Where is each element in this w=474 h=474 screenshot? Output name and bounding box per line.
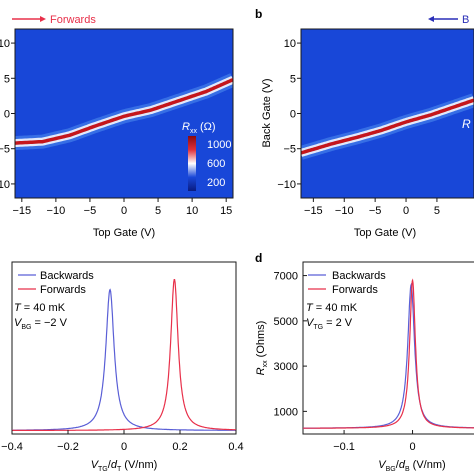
- panel-d-legend: Backwards Forwards: [308, 270, 386, 296]
- x-tick-label: −15: [304, 205, 323, 217]
- panel-c-legend-backwards: Backwards: [40, 270, 94, 282]
- panel-b-ylabel: Back Gate (V): [261, 78, 273, 147]
- series-line-backwards: [12, 288, 236, 431]
- y-tick-label: 5: [4, 73, 10, 85]
- panel-c-lines: [12, 279, 236, 431]
- x-tick-label: 0: [403, 205, 409, 217]
- panel-a-arrow-label: Forwards: [50, 14, 96, 26]
- x-tick-label: −10: [47, 205, 66, 217]
- panel-b-axes: −15 −10 −5 0 5 10 5 0 −5 −10: [277, 28, 474, 217]
- panel-c-annotation-vbg: VBG = −2 V: [14, 317, 68, 331]
- y-tick-label: −5: [283, 144, 296, 156]
- panel-b-inset-text: R: [462, 117, 471, 131]
- ridge-core: [15, 78, 233, 145]
- panel-c-annotation-temp: T = 40 mK: [14, 302, 66, 314]
- y-tick-label: 5000: [274, 316, 298, 328]
- panel-d-letter: d: [255, 251, 262, 265]
- x-tick-label: 0.2: [172, 441, 187, 453]
- panel-b-arrow: B: [428, 14, 469, 26]
- y-tick-label: 10: [284, 38, 296, 50]
- panel-d-annotation-vtg: VTG = 2 V: [306, 317, 353, 331]
- y-tick-label: 0: [290, 109, 296, 121]
- panel-d-annotation-temp: T = 40 mK: [306, 302, 358, 314]
- colorbar-label: Rxx (Ω): [182, 121, 216, 135]
- colorbar: Rxx (Ω) 1000 600 200: [182, 121, 231, 191]
- x-tick-label: 15: [220, 205, 232, 217]
- y-tick-label: −10: [0, 179, 10, 191]
- y-tick-label: 5: [290, 73, 296, 85]
- panel-d: d −0.1 0 7000 5000 3000 1000 Backwards Forwar…: [255, 251, 474, 473]
- y-tick-label: 0: [4, 109, 10, 121]
- x-tick-label: 0.4: [228, 441, 243, 453]
- panel-c-legend: Backwards Forwards: [18, 270, 94, 296]
- panel-c-xlabel: VTG/dT (V/nm): [91, 459, 158, 473]
- series-line-forwards: [303, 278, 474, 429]
- panel-d-lines: [303, 278, 474, 429]
- y-tick-label: −10: [277, 179, 296, 191]
- x-tick-label: 0: [121, 441, 127, 453]
- x-tick-label: 5: [434, 205, 440, 217]
- panel-a: Forwards −15 −10 −5 0 5 10 15 10 5 0 −5 −10 Top Gat…: [0, 14, 234, 239]
- panel-b-arrow-label: B: [462, 14, 469, 26]
- panel-d-legend-forwards: Forwards: [332, 284, 378, 296]
- panel-b: b B R −15 −10 −5 0 5 10 5 0 −5 −10 Top Gate (V) B…: [255, 7, 474, 239]
- panel-a-xlabel: Top Gate (V): [93, 227, 155, 239]
- colorbar-tick-1000: 1000: [207, 139, 231, 151]
- y-tick-label: 10: [0, 38, 10, 50]
- panel-b-ridge: [301, 93, 474, 160]
- panel-d-axes: −0.1 0 7000 5000 3000 1000: [274, 271, 416, 453]
- panel-d-ylabel: Rxx (Ohms): [255, 321, 269, 376]
- panel-d-frame: [302, 261, 474, 435]
- panel-a-axes: −15 −10 −5 0 5 10 15 10 5 0 −5 −10: [0, 28, 234, 217]
- x-tick-label: −5: [84, 205, 97, 217]
- x-tick-label: 5: [155, 205, 161, 217]
- x-tick-label: −10: [335, 205, 354, 217]
- panel-b-xlabel: Top Gate (V): [354, 227, 416, 239]
- panel-a-arrow: Forwards: [12, 14, 96, 26]
- x-tick-label: −0.2: [57, 441, 79, 453]
- panel-b-letter: b: [255, 7, 262, 21]
- x-tick-label: −5: [369, 205, 382, 217]
- x-tick-label: −0.4: [1, 441, 23, 453]
- y-tick-label: 1000: [274, 406, 298, 418]
- x-tick-label: 0: [121, 205, 127, 217]
- y-tick-label: 3000: [274, 361, 298, 373]
- panel-c: −0.4 −0.2 0 0.2 0.4 Backwards Forwards T = 4…: [1, 261, 244, 473]
- series-line-forwards: [12, 279, 236, 431]
- panel-d-legend-backwards: Backwards: [332, 270, 386, 282]
- panel-d-xlabel: VBG/dB (V/nm): [378, 459, 445, 473]
- x-tick-label: −0.1: [333, 441, 355, 453]
- x-tick-label: 0: [409, 441, 415, 453]
- ridge-core: [301, 98, 474, 155]
- colorbar-gradient: [188, 136, 196, 191]
- panel-c-axes: −0.4 −0.2 0 0.2 0.4: [1, 430, 244, 453]
- x-tick-label: −15: [12, 205, 31, 217]
- y-tick-label: −5: [0, 144, 10, 156]
- x-tick-label: 10: [186, 205, 198, 217]
- colorbar-tick-200: 200: [207, 177, 225, 189]
- panel-a-ridge: [15, 73, 233, 151]
- y-tick-label: 7000: [274, 271, 298, 283]
- panel-c-legend-forwards: Forwards: [40, 284, 86, 296]
- colorbar-tick-600: 600: [207, 158, 225, 170]
